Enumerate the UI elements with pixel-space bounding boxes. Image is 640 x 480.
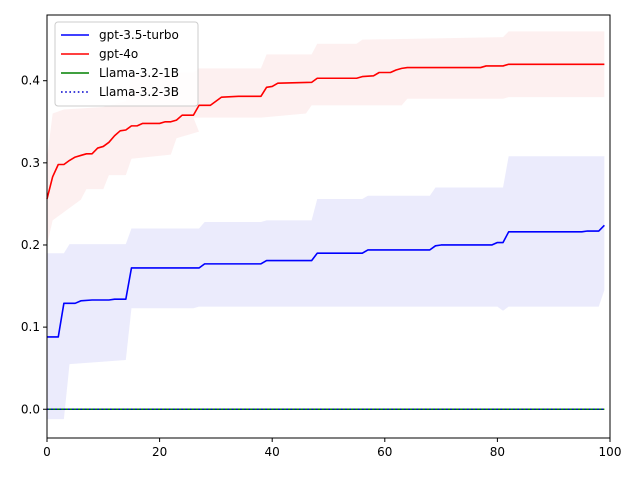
legend-label: gpt-4o bbox=[99, 47, 138, 61]
y-tick-label: 0.4 bbox=[21, 74, 40, 88]
y-tick-label: 0.0 bbox=[21, 402, 40, 416]
series-line-0 bbox=[47, 224, 605, 338]
y-tick-label: 0.3 bbox=[21, 156, 40, 170]
x-tick-label: 40 bbox=[265, 445, 280, 459]
plot-frame bbox=[46, 14, 611, 439]
x-tick-label: 100 bbox=[599, 445, 622, 459]
legend-box bbox=[54, 21, 199, 107]
axes: 0 20 40 60 80 100 0.0 0.1 0.2 0.3 0.4 bbox=[21, 14, 622, 459]
series-line-1 bbox=[46, 63, 605, 200]
series-lines bbox=[46, 63, 605, 411]
legend: gpt-3.5-turbo gpt-4o Llama-3.2-1B Llama-3.2… bbox=[54, 21, 199, 107]
confidence-band-0 bbox=[47, 156, 605, 420]
legend-label: Llama-3.2-3B bbox=[99, 85, 179, 99]
x-tick-label: 80 bbox=[490, 445, 505, 459]
y-tick-label: 0.2 bbox=[21, 238, 40, 252]
x-tick-label: 20 bbox=[152, 445, 167, 459]
legend-label: Llama-3.2-1B bbox=[99, 66, 179, 80]
x-tick-label: 60 bbox=[377, 445, 392, 459]
y-tick-label: 0.1 bbox=[21, 320, 40, 334]
legend-label: gpt-3.5-turbo bbox=[99, 28, 179, 42]
x-tick-label: 0 bbox=[43, 445, 51, 459]
